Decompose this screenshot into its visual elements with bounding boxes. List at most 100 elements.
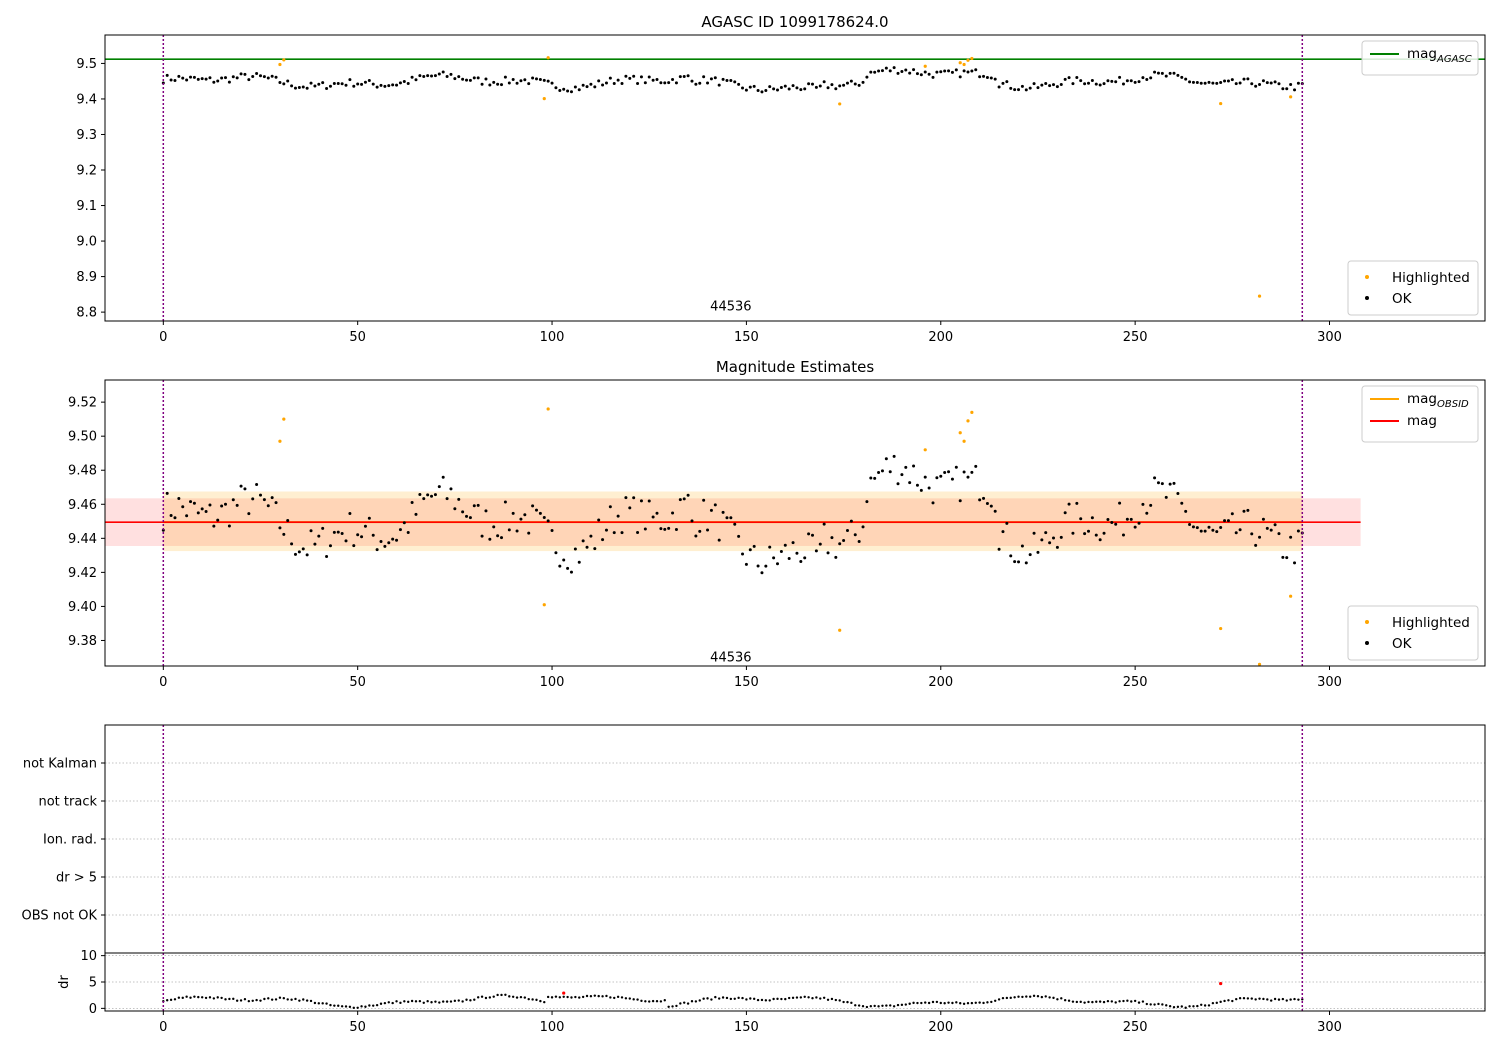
ok-point	[1052, 536, 1056, 540]
ok-point	[970, 69, 974, 73]
ok-point	[756, 564, 760, 568]
dr-point	[846, 1000, 849, 1004]
ok-point	[826, 551, 830, 555]
ok-point	[1258, 83, 1262, 87]
ok-point	[1277, 82, 1281, 86]
ok-point	[344, 83, 348, 87]
dr-point	[1192, 1005, 1195, 1008]
dr-point	[1095, 1000, 1098, 1003]
ok-point	[472, 504, 476, 508]
ok-point	[1083, 82, 1087, 86]
dr-point	[543, 1000, 546, 1004]
ok-point	[286, 519, 290, 523]
ok-point	[842, 538, 846, 542]
dr-point	[1235, 997, 1238, 1001]
ok-point	[1191, 525, 1195, 529]
ok-point	[177, 74, 181, 78]
ok-point	[729, 516, 733, 520]
dr-point	[830, 997, 834, 1001]
ok-point	[601, 538, 605, 542]
dr-point	[282, 997, 286, 1000]
ok-point	[395, 83, 399, 87]
dr-point	[317, 1002, 321, 1005]
dr-point	[1231, 999, 1234, 1003]
dr-point	[636, 998, 639, 1001]
ok-point	[371, 533, 375, 537]
ok-point	[756, 89, 760, 93]
ok-point	[1133, 525, 1137, 529]
ok-point	[181, 76, 185, 80]
dr-point	[177, 996, 181, 999]
ok-point	[293, 86, 297, 90]
dr-point	[1281, 997, 1285, 1001]
ok-point	[1110, 79, 1114, 83]
ok-point	[1079, 517, 1083, 521]
x-tick-label: 100	[540, 1020, 565, 1035]
ok-point	[803, 556, 807, 560]
ok-point	[282, 532, 286, 536]
dr-point	[352, 1006, 355, 1010]
ok-point	[888, 69, 892, 73]
dr-point	[1122, 999, 1125, 1003]
dr-point	[243, 998, 247, 1001]
dr-point	[422, 1001, 425, 1004]
ok-point	[391, 83, 395, 87]
ok-point	[235, 503, 239, 507]
ok-point	[1017, 88, 1021, 92]
y-tick-label: 9.4	[76, 92, 97, 107]
ok-point	[515, 81, 519, 85]
dr-point	[624, 997, 628, 1000]
ok-point	[1168, 71, 1172, 75]
highlighted-point	[1219, 626, 1223, 631]
x-tick-label: 200	[928, 675, 953, 690]
ok-point	[445, 74, 449, 78]
ok-point	[569, 90, 573, 94]
dr-point	[235, 999, 239, 1002]
ok-point	[935, 70, 939, 74]
dr-point	[628, 997, 631, 1000]
dr-point	[578, 996, 581, 999]
ok-point	[1094, 533, 1098, 537]
dr-point	[457, 999, 460, 1002]
ok-point	[822, 80, 826, 84]
ok-point	[480, 82, 484, 86]
dr-point	[842, 1000, 845, 1004]
ok-point	[896, 71, 900, 75]
highlighted-point	[838, 102, 842, 106]
ok-point	[1191, 80, 1195, 84]
dr-point	[1083, 1001, 1086, 1004]
dr-point	[488, 996, 492, 999]
dr-point	[997, 998, 1001, 1001]
dr-point	[453, 999, 457, 1003]
ok-point	[741, 552, 745, 556]
dr-point	[717, 997, 721, 1000]
highlighted-point	[970, 56, 974, 61]
ok-point	[239, 72, 243, 76]
ok-point	[923, 475, 927, 479]
ok-point	[449, 487, 453, 491]
highlighted-point	[1257, 662, 1262, 666]
dr-point	[290, 998, 293, 1001]
ok-point	[834, 555, 838, 559]
ok-point	[523, 78, 527, 82]
ok-point	[453, 77, 457, 81]
dr-point	[1036, 995, 1040, 998]
axes-frame	[104, 379, 1486, 667]
ok-point	[935, 476, 939, 480]
dr-point	[1227, 999, 1230, 1002]
dr-point	[500, 993, 503, 997]
ok-point	[313, 542, 317, 546]
ok-point	[1250, 532, 1254, 536]
ok-point	[768, 545, 772, 549]
dr-point	[807, 996, 810, 999]
dr-point	[220, 996, 223, 1000]
x-tick-label: 250	[1123, 1020, 1148, 1035]
ok-point	[1184, 509, 1188, 513]
y-tick-label: 9.2	[76, 164, 97, 179]
dr-point	[947, 1001, 950, 1004]
highlighted-point	[542, 603, 546, 607]
ok-point	[204, 510, 208, 514]
ok-point	[332, 82, 336, 86]
